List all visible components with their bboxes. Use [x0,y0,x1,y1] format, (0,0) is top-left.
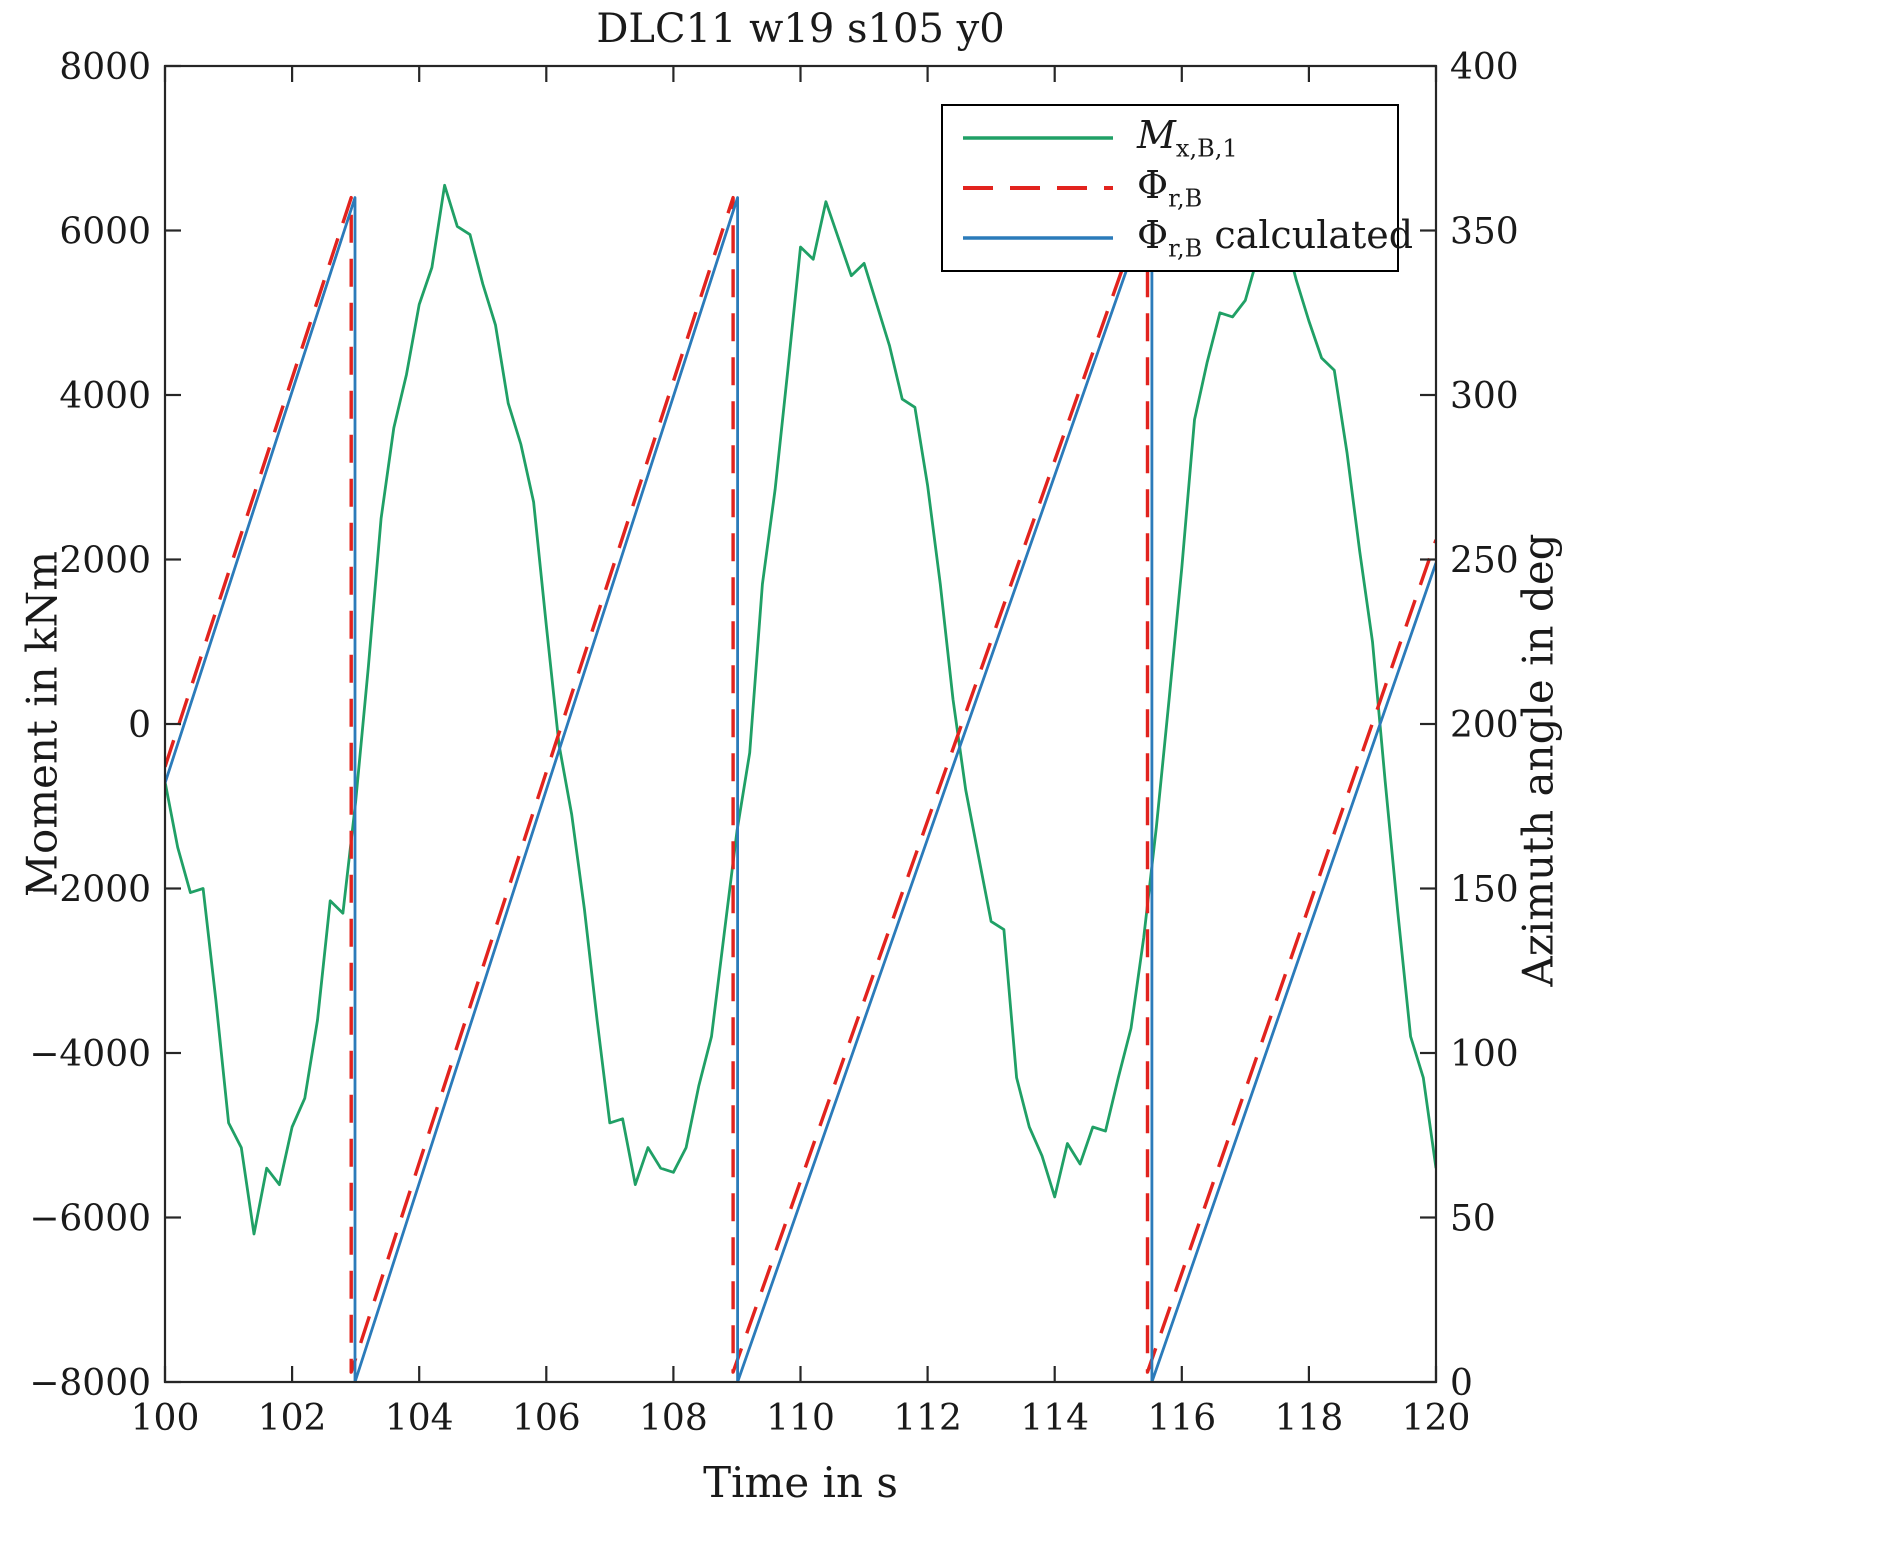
legend-label-azimuth-measured: Φr,B [1137,166,1202,211]
x-tick-label: 108 [639,1398,708,1439]
y-left-tick-label: 0 [128,705,151,746]
legend-line-sample-azimuth-calculated [963,236,1113,240]
legend-label-main: Φ [1137,212,1169,257]
y-left-tick-label: 2000 [59,541,151,582]
series-group [165,183,1436,1382]
legend-label-suffix: calculated [1202,212,1414,257]
x-tick-label: 102 [258,1398,327,1439]
legend-entry-moment: Mx,B,1 [963,116,1377,161]
x-axis-label: Time in s [703,1458,898,1507]
legend-label-sub: x,B,1 [1175,134,1238,163]
azimuth-calculated-series [165,196,1436,1382]
legend-label-main: M [1137,112,1176,157]
legend-entry-azimuth-measured: Φr,B [963,166,1377,211]
plot-border [163,64,1438,1384]
legend-label-sub: r,B [1168,234,1203,263]
legend-label-main: Φ [1137,162,1169,207]
y-right-tick-label: 400 [1450,47,1519,88]
y-right-tick-label: 350 [1450,212,1519,253]
x-tick-label: 110 [766,1398,835,1439]
y-right-tick-label: 100 [1450,1034,1519,1075]
moment-series [165,183,1436,1236]
y-right-tick-label: 0 [1450,1363,1473,1404]
y-left-tick-label: −8000 [29,1363,151,1404]
legend-line-sample-moment [963,136,1113,140]
y-right-tick-label: 50 [1450,1199,1496,1240]
legend-box: Mx,B,1 Φr,B Φr,B calculated [941,104,1413,272]
x-tick-label: 118 [1275,1398,1344,1439]
legend-line-sample-azimuth-measured [963,185,1113,190]
y-left-tick-label: −6000 [29,1199,151,1240]
legend-entry-azimuth-calculated: Φr,B calculated [963,216,1413,260]
y-right-tick-label: 250 [1450,541,1519,582]
legend-label-azimuth-calculated: Φr,B calculated [1137,216,1413,261]
legend-label-moment: Mx,B,1 [1137,116,1238,161]
y-left-tick-label: 8000 [59,47,151,88]
x-tick-label: 116 [1147,1398,1216,1439]
x-tick-label: 100 [131,1398,200,1439]
y-left-tick-label: −2000 [29,870,151,911]
legend-label-sub: r,B [1168,184,1203,213]
x-tick-label: 106 [512,1398,581,1439]
y-left-tick-label: 4000 [59,376,151,417]
y-right-tick-label: 300 [1450,376,1519,417]
x-tick-label: 112 [893,1398,962,1439]
x-tick-label: 114 [1020,1398,1089,1439]
y-right-tick-label: 200 [1450,705,1519,746]
azimuth-measured-series [165,195,1436,1374]
x-tick-label: 104 [385,1398,454,1439]
y-left-tick-label: 6000 [59,212,151,253]
y-right-tick-label: 150 [1450,870,1519,911]
chart-title: DLC11 w19 s105 y0 [596,6,1005,52]
x-tick-label: 120 [1402,1398,1471,1439]
y-left-tick-label: −4000 [29,1034,151,1075]
